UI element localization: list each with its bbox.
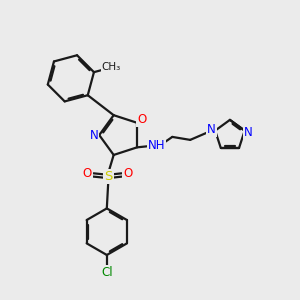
Text: N: N bbox=[244, 126, 253, 139]
Text: O: O bbox=[137, 113, 146, 126]
Text: S: S bbox=[104, 170, 112, 183]
Text: N: N bbox=[207, 123, 216, 136]
Text: CH₃: CH₃ bbox=[102, 62, 121, 72]
Text: Cl: Cl bbox=[101, 266, 112, 279]
Text: O: O bbox=[123, 167, 132, 180]
Text: NH: NH bbox=[148, 140, 165, 152]
Text: O: O bbox=[83, 167, 92, 180]
Text: N: N bbox=[89, 129, 98, 142]
